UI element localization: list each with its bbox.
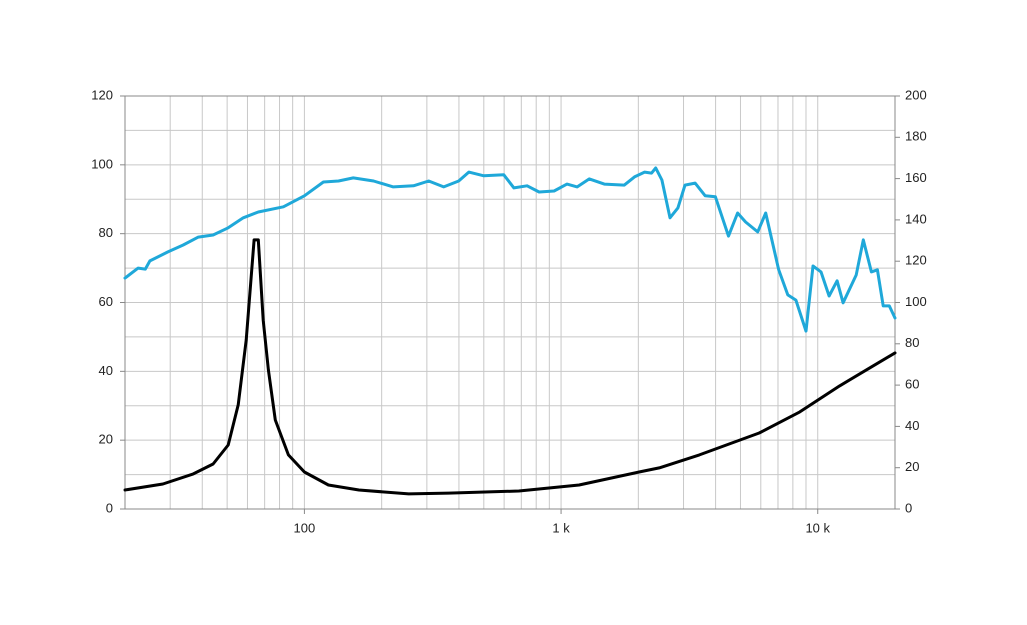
y2-tick-label: 0 (905, 500, 912, 515)
y2-tick-label: 160 (905, 170, 927, 185)
y2-tick-label: 140 (905, 211, 927, 226)
y-tick-label: 20 (99, 432, 113, 447)
y2-tick-label: 100 (905, 294, 927, 309)
y-tick-label: 60 (99, 294, 113, 309)
y2-tick-label: 200 (905, 87, 927, 102)
x-tick-label: 1 k (552, 520, 570, 535)
y-tick-label: 100 (91, 156, 113, 171)
y2-tick-label: 120 (905, 253, 927, 268)
y-tick-label: 120 (91, 87, 113, 102)
x-tick-label: 100 (294, 520, 316, 535)
y2-tick-label: 180 (905, 129, 927, 144)
y-tick-label: 80 (99, 225, 113, 240)
series-line (123, 166, 897, 333)
x-tick-label: 10 k (805, 520, 830, 535)
y2-tick-label: 60 (905, 377, 919, 392)
y-tick-label: 0 (106, 500, 113, 515)
y2-tick-label: 80 (905, 335, 919, 350)
y2-tick-label: 20 (905, 459, 919, 474)
y-tick-label: 40 (99, 363, 113, 378)
series-line (123, 238, 897, 496)
y2-tick-label: 40 (905, 418, 919, 433)
